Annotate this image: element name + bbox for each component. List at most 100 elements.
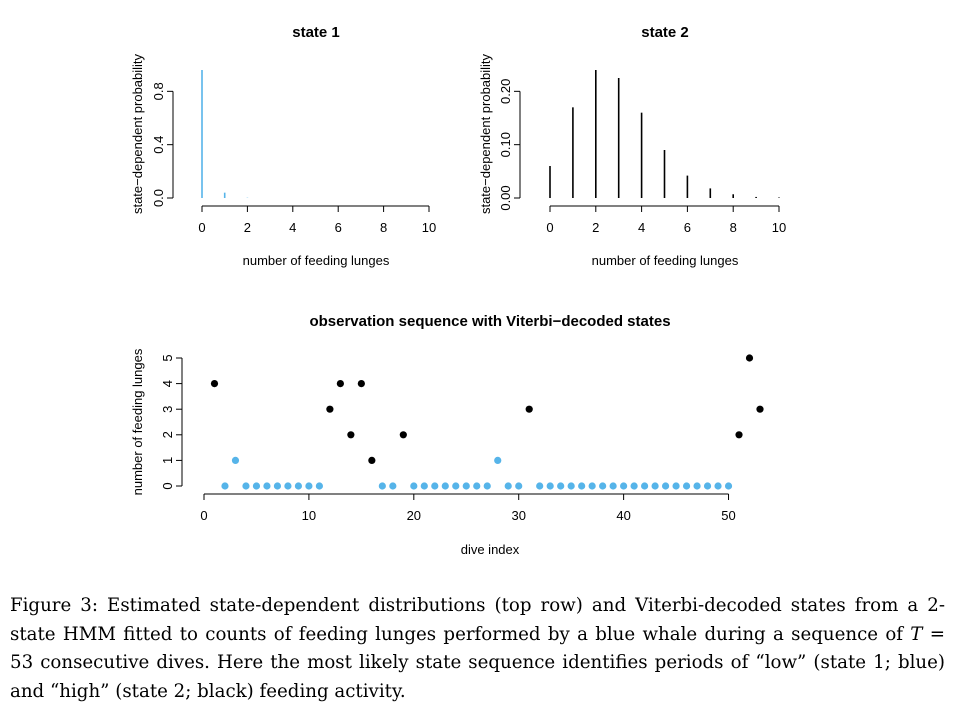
point-state-1 [515,482,523,490]
x-tick-label: 10 [772,220,786,235]
point-state-1 [462,482,470,490]
x-tick-label: 2 [592,220,599,235]
point-state-1 [661,482,670,490]
point-state-1 [252,482,261,490]
point-state-1 [504,482,512,490]
point-state-1 [483,482,491,490]
x-tick-label: 30 [511,508,525,523]
y-tick-label: 0.4 [151,136,166,154]
point-state-2 [368,456,376,464]
point-state-2 [210,380,219,388]
point-state-1 [714,482,722,490]
point-state-1 [242,482,250,490]
point-state-2 [525,405,533,413]
point-state-1 [441,482,449,490]
panel-state-2-ylabel: state−dependent probability [478,53,493,214]
y-tick-label: 0.00 [498,185,513,210]
point-state-1 [294,482,303,490]
caption-text-1: Figure 3: Estimated state-dependent dist… [10,595,945,645]
point-state-2 [735,431,743,439]
point-state-1 [724,482,733,490]
panel-state-1-xlabel: number of feeding lunges [243,253,390,268]
y-tick-label: 0 [160,482,175,489]
point-state-1 [599,482,607,490]
x-tick-label: 0 [198,220,205,235]
y-tick-label: 0.0 [151,189,166,207]
point-state-1 [410,482,418,490]
x-tick-label: 8 [380,220,387,235]
point-state-1 [609,482,617,490]
point-state-2 [336,380,344,388]
point-state-1 [315,482,323,490]
point-state-1 [431,482,439,490]
x-tick-label: 6 [335,220,342,235]
point-state-1 [682,482,691,490]
point-state-1 [546,482,554,490]
figure-caption: Figure 3: Estimated state-dependent dist… [10,592,945,706]
x-tick-label: 0 [546,220,553,235]
x-tick-label: 50 [721,508,735,523]
point-state-1 [378,482,386,490]
panel-state-1: state 1 number of feeding lunges state−d… [130,24,436,268]
point-state-1 [305,482,313,490]
caption-t-symbol: T [910,623,923,645]
point-state-1 [389,482,397,490]
point-state-1 [651,482,659,490]
point-state-2 [399,431,407,439]
x-tick-label: 10 [422,220,436,235]
y-tick-label: 2 [160,431,175,438]
x-tick-label: 0 [200,508,207,523]
point-state-1 [693,482,701,490]
y-tick-label: 0.10 [498,132,513,157]
point-state-1 [557,482,565,490]
point-state-1 [231,456,240,464]
point-state-1 [221,482,229,490]
point-state-1 [452,482,460,490]
x-tick-label: 4 [289,220,296,235]
y-tick-label: 0.20 [498,79,513,104]
point-state-2 [357,380,365,388]
point-state-1 [473,482,481,490]
point-state-1 [273,482,282,490]
point-state-1 [672,482,680,490]
x-tick-label: 40 [616,508,630,523]
point-state-2 [745,354,754,362]
point-state-1 [588,482,596,490]
x-tick-label: 6 [684,220,691,235]
x-tick-label: 4 [638,220,645,235]
point-state-1 [578,482,586,490]
panel-viterbi-xlabel: dive index [461,542,520,557]
point-state-1 [284,482,292,490]
point-state-1 [630,482,638,490]
point-state-1 [641,482,649,490]
x-tick-label: 10 [302,508,316,523]
y-tick-label: 3 [160,406,175,413]
point-state-1 [567,482,575,490]
y-tick-label: 0.8 [151,82,166,100]
point-state-1 [536,482,544,490]
x-tick-label: 2 [244,220,251,235]
x-tick-label: 8 [730,220,737,235]
panel-state-1-ylabel: state−dependent probability [130,53,145,214]
figure: state 1 number of feeding lunges state−d… [130,24,786,557]
point-state-2 [347,431,355,439]
panel-state-2: state 2 number of feeding lunges state−d… [478,24,786,268]
y-tick-label: 5 [160,354,175,361]
panel-viterbi-title: observation sequence with Viterbi−decode… [309,313,670,330]
y-tick-label: 1 [160,457,175,464]
point-state-1 [703,482,712,490]
panel-state-1-title: state 1 [292,24,340,41]
point-state-2 [756,405,764,413]
point-state-1 [620,482,628,490]
point-state-1 [494,456,502,464]
panel-state-2-xlabel: number of feeding lunges [592,253,739,268]
x-tick-label: 20 [407,508,421,523]
point-state-1 [263,482,271,490]
panel-state-2-title: state 2 [641,24,689,41]
panel-viterbi-ylabel: number of feeding lunges [130,348,145,495]
point-state-1 [420,482,428,490]
caption-text-2: = 53 consecutive dives. Here the most li… [10,623,945,702]
point-state-2 [326,405,334,413]
y-tick-label: 4 [160,380,175,387]
panel-viterbi: observation sequence with Viterbi−decode… [130,313,764,557]
